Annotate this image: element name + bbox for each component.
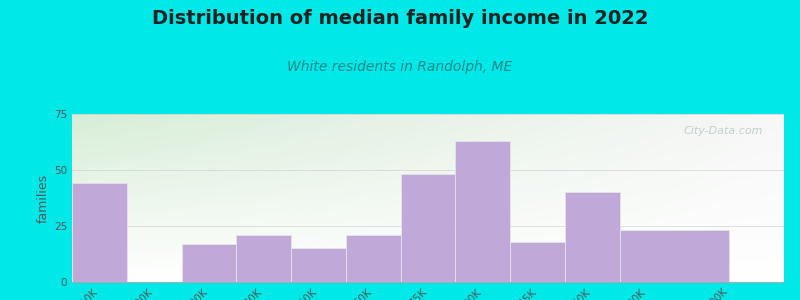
- Y-axis label: families: families: [37, 173, 50, 223]
- Bar: [72, 183, 126, 282]
- Bar: [346, 235, 401, 282]
- Bar: [291, 248, 346, 282]
- Text: City-Data.com: City-Data.com: [683, 126, 762, 136]
- Text: Distribution of median family income in 2022: Distribution of median family income in …: [152, 9, 648, 28]
- Bar: [510, 242, 565, 282]
- Bar: [620, 230, 730, 282]
- Bar: [455, 141, 510, 282]
- Bar: [182, 244, 236, 282]
- Bar: [401, 175, 455, 282]
- Bar: [565, 192, 620, 282]
- Bar: [620, 246, 674, 282]
- Bar: [236, 235, 291, 282]
- Text: White residents in Randolph, ME: White residents in Randolph, ME: [287, 60, 513, 74]
